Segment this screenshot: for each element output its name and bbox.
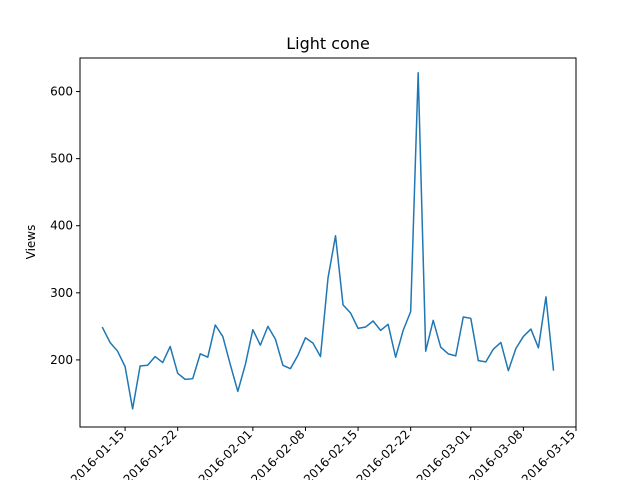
y-tick-label: 400 bbox=[50, 219, 73, 233]
y-tick-label: 200 bbox=[50, 353, 73, 367]
series-line bbox=[101, 72, 555, 410]
y-axis-label: Views bbox=[24, 225, 38, 260]
y-tick-label: 500 bbox=[50, 152, 73, 166]
axes-frame bbox=[79, 57, 577, 428]
y-tick-label: 300 bbox=[50, 286, 73, 300]
chart-title: Light cone bbox=[286, 34, 370, 53]
y-tick-label: 600 bbox=[50, 85, 73, 99]
